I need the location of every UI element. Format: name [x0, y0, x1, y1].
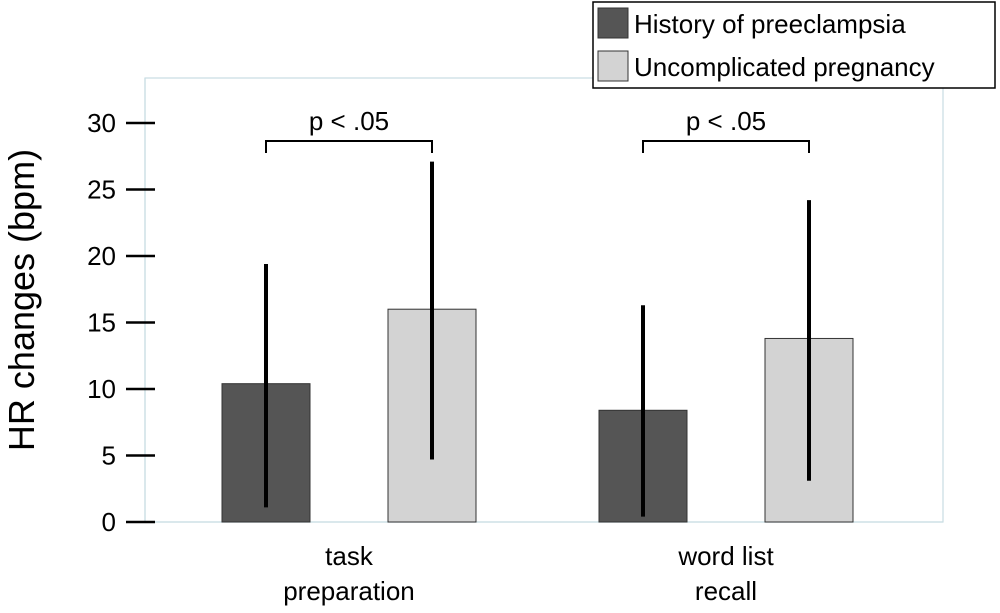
legend-swatch [597, 7, 629, 39]
legend-swatch [597, 50, 629, 82]
y-axis-label: HR changes (bpm) [1, 149, 42, 451]
category-label: task [325, 541, 374, 571]
y-tick-label: 20 [87, 241, 116, 271]
category-label: recall [695, 576, 757, 606]
significance-label: p < .05 [309, 106, 389, 136]
legend: History of preeclampsia Uncomplicated pre… [592, 1, 996, 89]
category-label: word list [677, 541, 774, 571]
category-label: preparation [283, 576, 415, 606]
y-tick-label: 5 [102, 441, 116, 471]
y-tick-label: 15 [87, 308, 116, 338]
significance-annotations: p < .05 p < .05 [265, 106, 810, 153]
bars [221, 308, 854, 523]
significance-bracket [642, 140, 810, 153]
legend-box [592, 1, 996, 89]
y-tick-label: 0 [102, 507, 116, 537]
legend-label: Uncomplicated pregnancy [634, 52, 935, 82]
significance-bracket [265, 140, 433, 153]
significance-label: p < .05 [686, 106, 766, 136]
y-tick-label: 30 [87, 108, 116, 138]
y-tick-label: 10 [87, 374, 116, 404]
legend-label: History of preeclampsia [634, 9, 906, 39]
category-labels: task preparation word list recall [283, 541, 774, 606]
error-bars [264, 161, 811, 517]
y-ticks: 0 5 10 15 20 25 30 [87, 108, 155, 537]
y-tick-label: 25 [87, 175, 116, 205]
